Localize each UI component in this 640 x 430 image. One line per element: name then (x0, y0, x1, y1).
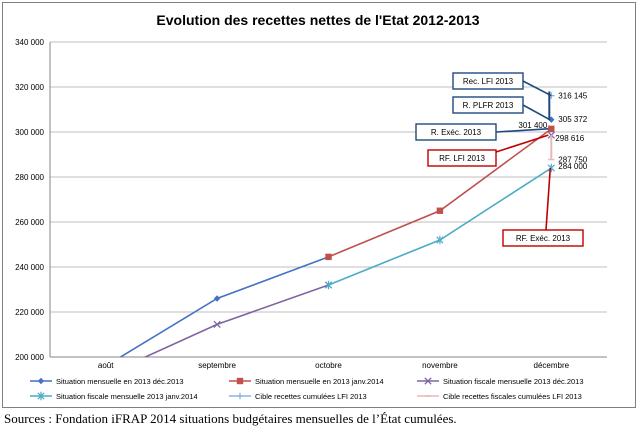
x-tick-label: novembre (422, 361, 458, 370)
value-label: 284 000 (558, 162, 587, 171)
data-point (436, 207, 444, 214)
y-axis: 200 000 220 000 240 000 260 000 280 000 300 0… (15, 38, 51, 362)
value-label: 305 372 (558, 115, 587, 124)
callout-pointer (495, 128, 549, 133)
value-label: 301 400 (518, 121, 547, 130)
legend: Situation mensuelle en 2013 déc.2013 Situ… (30, 377, 584, 401)
data-point (213, 295, 221, 302)
data-point (325, 253, 332, 261)
y-tick-label: 280 000 (15, 173, 44, 182)
value-label: 316 145 (558, 92, 587, 101)
callout-box (427, 149, 497, 167)
legend-label: Situation fiscale mensuelle 2013 déc.201… (443, 377, 584, 386)
callout-box (415, 123, 497, 141)
data-point (213, 320, 221, 329)
callout-label: RF. LFI 2013 (439, 154, 485, 163)
data-point (236, 392, 244, 400)
data-point (424, 377, 432, 385)
data-point (436, 235, 444, 245)
x-tick-label: septembre (198, 361, 236, 370)
data-point (236, 377, 244, 385)
legend-entry: Cible recettes cumulées LFI 2013 (229, 392, 367, 401)
y-tick-label: 240 000 (15, 263, 44, 272)
data-point (324, 280, 333, 290)
callout-box (502, 229, 584, 247)
x-tick-label: décembre (534, 361, 570, 370)
legend-label: Cible recettes fiscales cumulées LFI 201… (443, 392, 582, 401)
y-tick-label: 220 000 (15, 308, 44, 317)
legend-entry: Situation mensuelle en 2013 janv.2014 (229, 377, 384, 386)
data-point (37, 377, 45, 385)
data-point (548, 125, 555, 133)
chart-title: Evolution des recettes nettes de l'Etat … (156, 12, 479, 28)
callout-box (452, 96, 524, 114)
legend-entry: Situation fiscale mensuelle 2013 déc.201… (417, 377, 584, 386)
callout-label: R. Exéc. 2013 (431, 128, 482, 137)
callout-pointer (522, 104, 551, 121)
x-tick-label: octobre (315, 361, 342, 370)
y-tick-label: 300 000 (15, 128, 44, 137)
callout-label: R. PLFR 2013 (463, 101, 514, 110)
data-point (548, 116, 555, 123)
x-tick-label: août (98, 361, 114, 370)
legend-label: Situation mensuelle en 2013 janv.2014 (255, 377, 384, 386)
source-caption: Sources : Fondation iFRAP 2014 situation… (4, 411, 457, 426)
value-label: 298 616 (555, 134, 584, 143)
legend-label: Situation mensuelle en 2013 déc.2013 (56, 377, 184, 386)
y-tick-label: 320 000 (15, 83, 44, 92)
callout-label: RF. Exéc. 2013 (516, 234, 571, 243)
callout-label: Rec. LFI 2013 (463, 77, 514, 86)
callout-pointer (522, 80, 552, 97)
callout-pointer (495, 134, 549, 153)
legend-entry: Situation mensuelle en 2013 déc.2013 (30, 377, 184, 386)
legend-entry: Cible recettes fiscales cumulées LFI 201… (417, 392, 582, 401)
value-label: 287 750 (558, 156, 587, 165)
data-point (37, 391, 45, 401)
legend-label: Situation fiscale mensuelle 2013 janv.20… (56, 392, 198, 401)
y-tick-label: 200 000 (15, 353, 44, 362)
y-tick-label: 260 000 (15, 218, 44, 227)
x-axis: août septembre octobre novembre décembre (50, 356, 607, 370)
callout-box (452, 72, 524, 90)
series-4 (324, 163, 555, 290)
data-point (547, 163, 555, 173)
series-2 (325, 125, 555, 261)
chart-frame (2, 2, 636, 408)
series-layer (103, 92, 555, 378)
callout-pointer (545, 167, 552, 231)
legend-entry: Situation fiscale mensuelle 2013 janv.20… (30, 391, 198, 401)
legend-label: Cible recettes cumulées LFI 2013 (255, 392, 367, 401)
y-tick-label: 340 000 (15, 38, 44, 47)
line-chart: Evolution des recettes nettes de l'Etat … (15, 12, 607, 401)
